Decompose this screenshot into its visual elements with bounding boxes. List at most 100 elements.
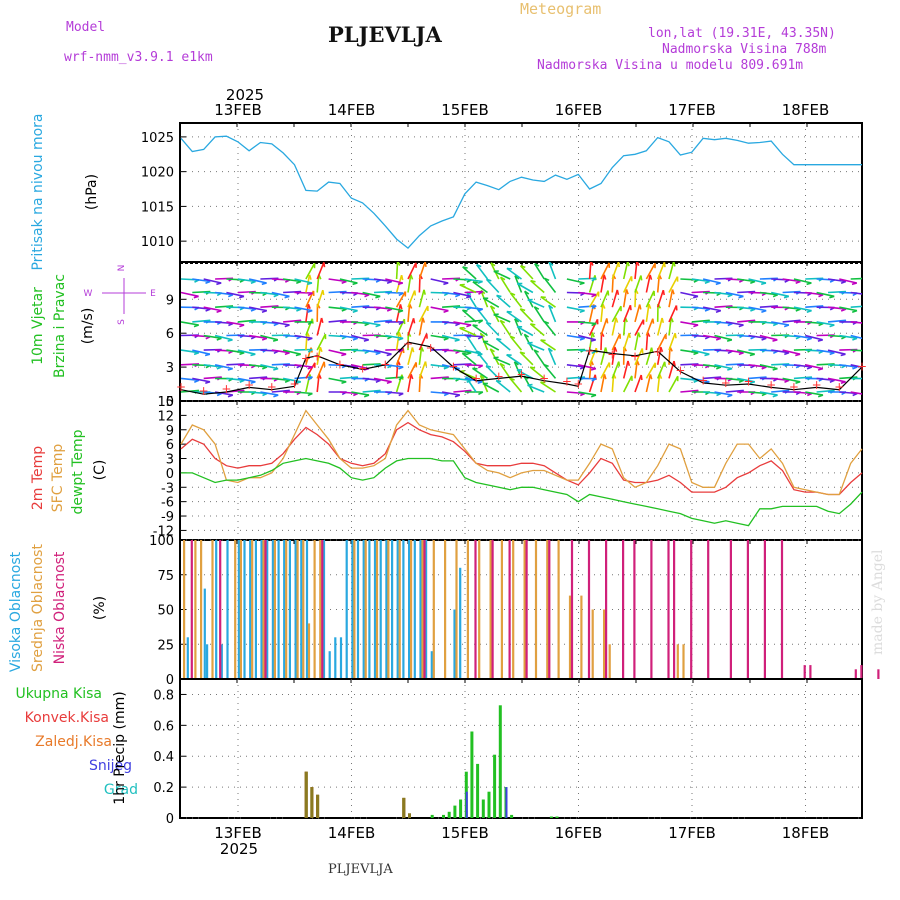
low-cloud-bar (877, 669, 880, 679)
wind-gust-marker: + (267, 380, 277, 394)
wind-arrow (771, 321, 790, 326)
wind-arrow-head (806, 337, 812, 341)
wind-arrow (759, 334, 778, 341)
date-label-bottom: 13FEB (214, 824, 261, 842)
wind-arrow (203, 364, 222, 368)
wind-arrow-head (466, 379, 472, 383)
wind-arrow (668, 332, 676, 351)
wind-arrow (482, 340, 500, 351)
wind-arrow-head (443, 366, 449, 370)
footer-station: PLJEVLJA (328, 862, 393, 877)
wind-arrow (192, 278, 211, 283)
wind-arrow (645, 374, 652, 393)
wind-arrow (533, 306, 545, 323)
wind-arrow (351, 364, 370, 370)
wind-gust-marker: + (834, 380, 844, 394)
wind-arrow (578, 364, 597, 370)
wind-arrow (793, 364, 812, 368)
snow-bar (465, 791, 468, 818)
wind-arrow (249, 364, 268, 368)
wind-arrow (226, 321, 245, 326)
wind-arrow (373, 377, 392, 383)
wind-arrow (566, 364, 585, 368)
total-precip-bar (555, 816, 559, 818)
wind-arrow-head (496, 379, 502, 383)
wind-arrow (294, 334, 313, 340)
meteogram-label: Meteogram (520, 0, 602, 18)
wind-arrow-head (674, 333, 677, 339)
wind-arrow-head (443, 337, 449, 341)
wind-arrow (294, 306, 313, 312)
wind-arrow-head (307, 303, 311, 309)
wind-arrow (385, 376, 404, 380)
wind-arrow-head (424, 361, 428, 367)
wind-arrow (373, 349, 392, 355)
wind-arrow (530, 280, 545, 294)
wind-arrow-head (543, 320, 550, 325)
wind-arrow (485, 321, 500, 337)
wind-arrow (805, 391, 824, 396)
y-tick-label: 25 (157, 638, 174, 653)
high-cloud-bar (260, 540, 263, 679)
wind-gust-marker: + (471, 372, 481, 386)
wind-arrow (543, 277, 557, 293)
wind-arrow-head (490, 305, 496, 310)
wind-arrow (516, 326, 534, 337)
wind-arrow-head (480, 332, 486, 338)
wind-arrow-head (477, 353, 483, 357)
panel-frame (179, 400, 863, 541)
wind-arrow (180, 291, 199, 298)
wind-arrow-head (476, 263, 482, 268)
wind-arrow-head (519, 351, 526, 355)
y-tick-label: 9 (166, 293, 174, 308)
wind-arrow-head (514, 275, 520, 280)
wind-arrow (600, 303, 604, 322)
wind-arrow (668, 262, 675, 280)
mid-cloud-bar (307, 623, 311, 679)
wind-arrow-head (250, 280, 256, 284)
wind-gust-marker: + (312, 349, 322, 363)
wind-arrow-head (636, 360, 640, 366)
wind-arrow (407, 274, 412, 293)
wind-arrow-head (499, 362, 505, 367)
date-label-top: 18FEB (782, 101, 829, 119)
temp-ylabel-sfc: SFC Temp (50, 444, 66, 513)
mid-cloud-bar (200, 540, 203, 679)
total-precip-bar (549, 816, 553, 818)
compass-w: W (84, 289, 93, 299)
precip-legend-2: Zaledj.Kisa (35, 734, 112, 750)
wind-arrow (385, 306, 404, 312)
wind-arrow (453, 291, 472, 298)
wind-arrow-head (398, 348, 404, 353)
high-cloud-bar (186, 637, 189, 679)
wind-arrow-head (727, 367, 733, 371)
y-tick-label: 1015 (141, 200, 174, 215)
high-cloud-bar (453, 609, 456, 679)
wind-arrow-head (352, 309, 358, 313)
wind-arrow (645, 290, 655, 308)
wind-arrow (748, 364, 767, 368)
wind-arrow (668, 305, 678, 323)
wind-arrow-head (261, 282, 267, 286)
wind-arrow (600, 262, 610, 280)
wind-arrow (294, 278, 313, 284)
wind-gust-marker: + (221, 382, 231, 396)
wind-arrow (645, 303, 650, 323)
wind-arrow (339, 376, 358, 380)
high-cloud-bar (300, 540, 303, 679)
wind-arrow (328, 306, 347, 310)
precip-legend-4: Grad (104, 782, 138, 798)
mid-cloud-bar (319, 540, 322, 679)
y-tick-label: -12 (153, 524, 174, 539)
total-precip-bar (476, 763, 480, 818)
wind-arrow (461, 309, 477, 323)
high-cloud-bar (283, 540, 286, 679)
high-cloud-bar (237, 540, 240, 679)
wind-gust-marker: + (358, 362, 368, 376)
wind-arrow (395, 262, 399, 280)
wind-arrow (305, 332, 308, 351)
wind-arrow (737, 306, 756, 310)
wind-arrow-head (591, 332, 595, 338)
wind-arrow (759, 291, 778, 296)
low-cloud-bar (746, 540, 749, 679)
